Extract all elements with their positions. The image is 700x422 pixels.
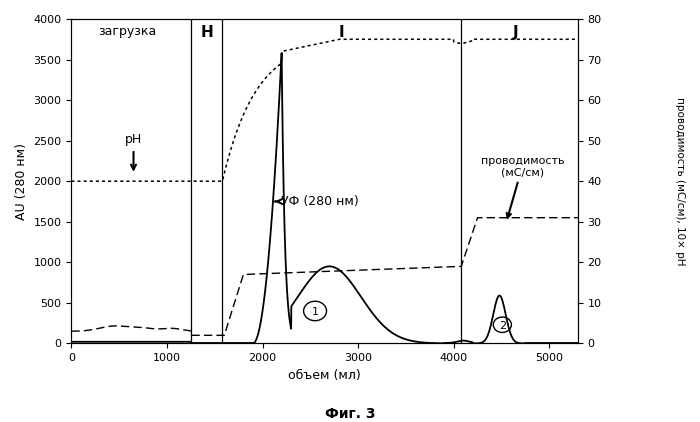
Y-axis label: проводимость (мС/см), 10× pH: проводимость (мС/см), 10× pH xyxy=(675,97,685,265)
Text: проводимость
(мС/см): проводимость (мС/см) xyxy=(481,156,564,218)
X-axis label: объем (мл): объем (мл) xyxy=(288,369,361,381)
Text: H: H xyxy=(200,25,213,41)
Text: pH: pH xyxy=(125,133,142,170)
Text: УФ (280 нм): УФ (280 нм) xyxy=(275,195,358,208)
Text: J: J xyxy=(513,25,519,41)
Text: Фиг. 3: Фиг. 3 xyxy=(325,407,375,421)
Text: 2: 2 xyxy=(499,321,506,330)
Text: 1: 1 xyxy=(312,307,318,317)
Y-axis label: AU (280 нм): AU (280 нм) xyxy=(15,143,28,220)
Text: I: I xyxy=(339,25,344,41)
Text: загрузка: загрузка xyxy=(98,25,156,38)
